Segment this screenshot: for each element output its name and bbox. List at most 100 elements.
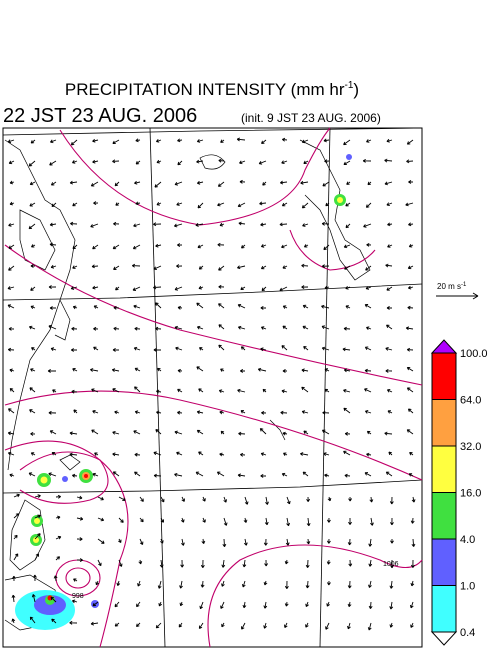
wind-arrow xyxy=(347,580,352,589)
wind-arrow xyxy=(386,202,393,206)
title-exponent: -1 xyxy=(345,80,354,91)
wind-arrow xyxy=(281,345,288,351)
wind-arrow xyxy=(326,601,330,607)
wind-arrow xyxy=(260,452,267,456)
wind-arrow xyxy=(90,368,99,372)
wind-arrow xyxy=(30,452,36,456)
wind-arrow xyxy=(50,596,57,603)
wind-arrow xyxy=(136,622,141,628)
colorbar-label: 64.0 xyxy=(460,395,481,407)
wind-arrow xyxy=(262,181,267,186)
wind-arrow xyxy=(73,578,78,582)
wind-arrow xyxy=(237,265,246,270)
wind-arrow xyxy=(135,138,141,143)
wind-arrow xyxy=(237,303,246,309)
wind-arrow xyxy=(237,388,246,393)
wind-arrow xyxy=(174,325,183,330)
colorbar-label: 100.0 xyxy=(460,348,488,360)
wind-arrow xyxy=(72,473,78,478)
wind-arrow xyxy=(364,346,372,351)
wind-arrow xyxy=(48,285,57,289)
wind-arrow xyxy=(97,538,105,544)
init-time: (init. 9 JST 23 AUG. 2006) xyxy=(241,111,381,125)
wind-arrow xyxy=(7,431,15,436)
wind-arrow xyxy=(114,410,120,415)
wind-arrow xyxy=(29,387,36,393)
wind-arrow xyxy=(301,263,309,268)
wind-arrow xyxy=(321,429,330,435)
wind-arrow xyxy=(261,286,267,292)
wind-arrow xyxy=(385,471,393,477)
wind-arrow xyxy=(114,622,120,627)
wind-arrow xyxy=(97,496,104,501)
wind-arrow xyxy=(364,304,372,309)
wind-arrow xyxy=(302,223,309,227)
wind-arrow xyxy=(29,409,36,414)
wind-arrow xyxy=(369,496,374,503)
wind-arrow xyxy=(243,538,248,546)
wind-arrow xyxy=(176,264,183,269)
wind-arrow xyxy=(112,388,120,393)
wind-arrow xyxy=(241,580,246,588)
wind-arrow xyxy=(55,535,62,540)
wind-arrow xyxy=(118,559,123,567)
wind-arrow xyxy=(49,242,57,247)
wind-arrow xyxy=(30,368,36,372)
wind-arrow xyxy=(220,368,225,372)
wind-arrow xyxy=(196,139,204,143)
wind-arrow xyxy=(324,159,330,164)
wind-arrow xyxy=(177,138,183,143)
wind-arrow xyxy=(31,347,36,351)
wind-arrow xyxy=(386,324,393,330)
wind-arrow xyxy=(406,429,414,435)
wind-arrow xyxy=(55,494,61,499)
wind-scale: 20 m s-1 xyxy=(436,282,479,300)
wind-arrow xyxy=(343,326,351,331)
wind-arrow xyxy=(139,517,144,523)
wind-arrow xyxy=(196,366,204,372)
wind-arrow xyxy=(30,139,36,144)
wind-arrow xyxy=(385,347,393,351)
wind-arrow xyxy=(92,159,99,164)
wind-arrow xyxy=(177,305,183,310)
wind-arrow xyxy=(387,410,393,414)
wind-arrow xyxy=(153,285,162,290)
wind-arrow xyxy=(113,326,120,331)
wind-arrow xyxy=(325,202,330,207)
wind-arrow xyxy=(112,244,120,250)
wind-arrow xyxy=(389,601,394,610)
wind-arrow xyxy=(51,452,57,456)
wind-arrow xyxy=(34,553,40,561)
wind-arrow xyxy=(323,138,330,143)
colorbar-segment xyxy=(431,445,457,493)
wind-arrow xyxy=(263,601,268,609)
wind-arrow xyxy=(133,346,141,351)
wind-arrow xyxy=(286,496,291,505)
wind-arrow xyxy=(29,616,36,624)
wind-arrow xyxy=(327,496,332,502)
wind-arrow xyxy=(72,202,78,207)
wind-arrow xyxy=(53,575,58,582)
isobars xyxy=(4,127,423,648)
wind-arrow xyxy=(301,139,309,144)
wind-arrow xyxy=(153,265,162,271)
wind-arrow xyxy=(411,538,416,547)
wind-arrow xyxy=(198,388,204,393)
wind-arrow xyxy=(69,431,78,436)
wind-arrow xyxy=(155,138,162,143)
wind-arrow xyxy=(181,538,185,546)
wind-arrow xyxy=(155,302,162,309)
wind-arrow xyxy=(326,538,331,544)
wind-arrow xyxy=(321,264,330,269)
colorbar-segment xyxy=(431,538,457,586)
wind-arrow xyxy=(93,346,99,351)
wind-arrow xyxy=(131,263,141,268)
wind-arrow xyxy=(409,601,414,609)
wind-arrow xyxy=(239,160,246,165)
wind-arrow xyxy=(260,306,267,310)
colorbar-segment xyxy=(431,492,457,540)
wind-arrow xyxy=(133,304,141,309)
colorbar-label: 4.0 xyxy=(460,534,475,546)
wind-arrow xyxy=(50,139,57,144)
wind-arrow xyxy=(300,180,309,185)
